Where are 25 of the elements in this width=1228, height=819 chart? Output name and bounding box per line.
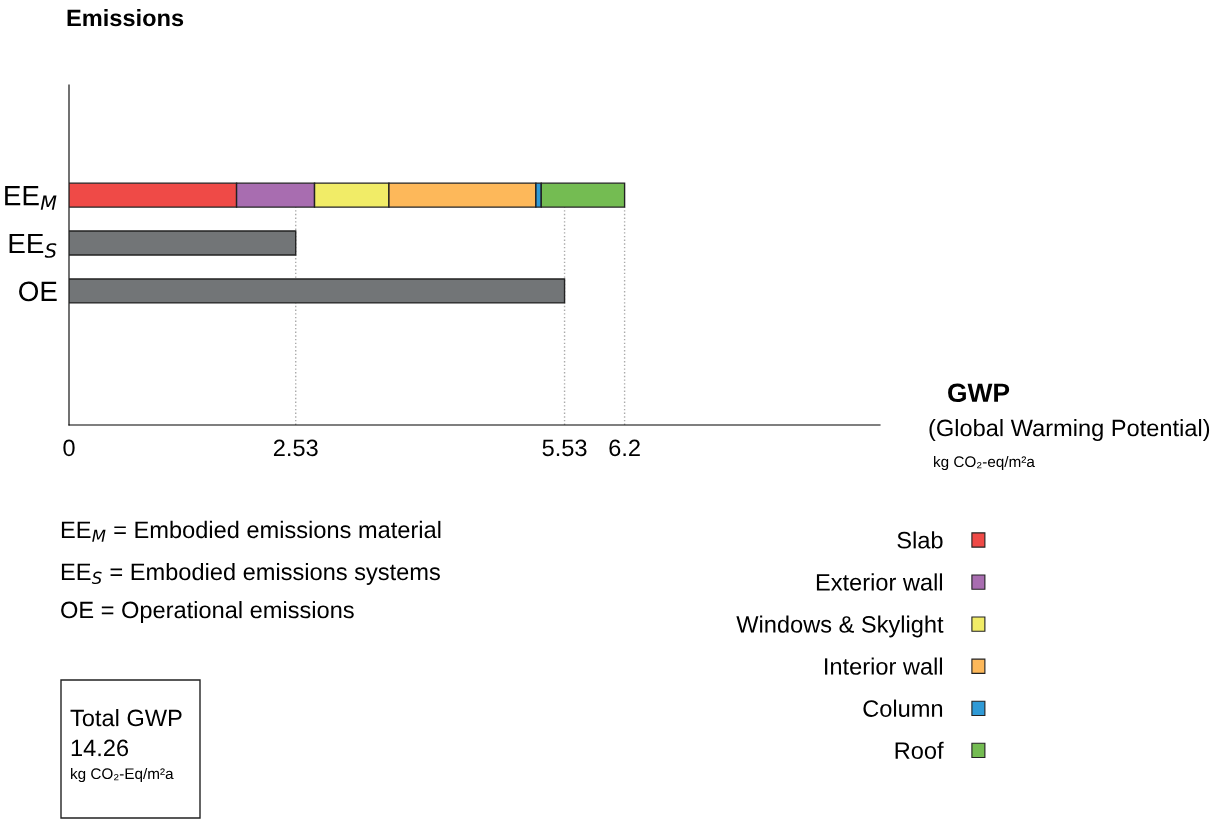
y-tick-label: EE$_{S}$: [9, 233, 57, 258]
x-tick-label: 2.53: [273, 439, 318, 457]
bar: [69, 278, 566, 304]
legend-label: Slab: [897, 531, 943, 549]
x-tick-label: 0: [63, 439, 75, 457]
x-tick-label: 5.53: [542, 439, 587, 457]
text: EE$_{S}$ = Embodied emissions systems: [61, 562, 440, 585]
text: OE = Operational emissions: [61, 600, 354, 624]
text: Total GWP: [70, 708, 182, 727]
text: kg CO₂-Eq/m²a: [71, 767, 174, 783]
legend-label: Exterior wall: [816, 573, 942, 591]
legend-title: GWP: [948, 383, 1010, 403]
legend-label: Windows & Skylight: [736, 615, 944, 638]
legend-label: Column: [863, 699, 943, 717]
text: kg CO₂-eq/m²a: [934, 455, 1035, 471]
x-tick-label: 6.2: [609, 439, 640, 457]
y-tick-label: OE: [19, 281, 57, 302]
bar: [69, 230, 297, 256]
text: 14.26: [71, 739, 129, 757]
text: (Global Warming Potential): [929, 418, 1210, 442]
legend-label: Roof: [895, 741, 944, 759]
y-tick-label: EE$_{M}$: [5, 186, 57, 210]
chart-title: Emissions: [67, 9, 184, 27]
legend-label: Interior wall: [825, 657, 942, 675]
text: EE$_{M}$ = Embodied emissions material: [61, 520, 441, 542]
